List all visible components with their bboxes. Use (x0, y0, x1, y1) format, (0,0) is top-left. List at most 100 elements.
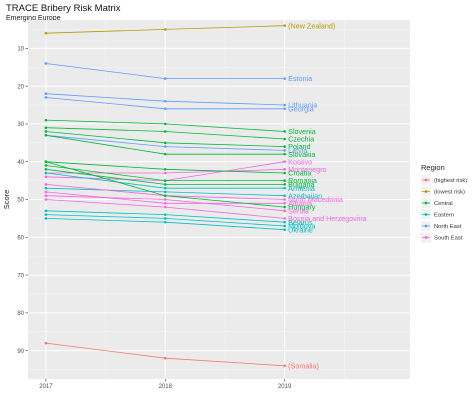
legend-label: Central (434, 201, 453, 207)
data-point (163, 130, 167, 133)
data-point (44, 217, 48, 220)
legend-key-point (424, 190, 428, 193)
data-point (283, 186, 286, 190)
data-point (163, 186, 167, 190)
data-points (44, 24, 286, 368)
data-point (44, 341, 48, 345)
data-point (44, 31, 48, 35)
data-point (163, 152, 167, 156)
data-point (283, 137, 286, 141)
data-point (283, 103, 286, 107)
data-point (163, 183, 167, 186)
series-label: Bosnia and Herzegovina (288, 214, 366, 223)
data-point (163, 107, 167, 111)
series-label: Romania (288, 176, 317, 185)
data-point (163, 122, 167, 126)
y-tick-label: 90 (17, 349, 24, 355)
data-point (283, 171, 286, 175)
legend-key-point (424, 213, 428, 216)
data-point (163, 213, 167, 216)
series-label: Croatia (288, 169, 311, 178)
series-label: Estonia (288, 74, 312, 83)
chart-title: TRACE Bribery Risk Matrix (6, 3, 121, 14)
series-label: Bulgaria (288, 180, 314, 189)
series-label: Slovenia (288, 127, 316, 136)
data-point (283, 217, 286, 220)
series-label: Serbia (288, 206, 309, 215)
legend-title: Region (421, 163, 445, 172)
data-point (44, 171, 48, 175)
data-point (163, 145, 167, 148)
data-point (283, 160, 286, 164)
data-point (44, 183, 48, 186)
y-tick-label: 70 (17, 273, 24, 279)
data-point (163, 141, 167, 145)
data-point (163, 220, 167, 224)
data-point (283, 152, 286, 156)
data-point (44, 213, 48, 216)
series-label: Georgia (288, 104, 314, 113)
legend: Region (highest risk) (lowest risk) Central… (421, 163, 467, 243)
legend-key-point (424, 201, 428, 205)
data-point (163, 201, 167, 205)
legend-key-point (424, 178, 428, 182)
series-label: Lithuania (288, 101, 317, 110)
series-label: (Somalia) (288, 361, 319, 370)
series-label: Hungary (288, 203, 316, 212)
data-point (283, 77, 286, 80)
data-point (44, 92, 48, 95)
data-point (163, 217, 167, 220)
data-point (44, 198, 48, 201)
data-point (163, 198, 167, 201)
data-point (283, 149, 286, 152)
data-point (44, 130, 48, 133)
data-point (283, 220, 286, 224)
series-label: Moldova (288, 222, 315, 231)
data-point (283, 130, 286, 133)
series-label: Latvia (288, 146, 307, 155)
series-label: Azerbaijan (288, 191, 322, 200)
data-point (283, 24, 286, 27)
data-point (163, 205, 167, 209)
data-point (44, 186, 48, 190)
series-label: Belarus (288, 218, 313, 227)
data-point (283, 364, 286, 368)
data-point (283, 198, 286, 201)
series-label: Kosovo (288, 157, 312, 166)
data-point (44, 190, 48, 194)
legend-label: South East (434, 236, 463, 242)
y-tick-label: 50 (17, 198, 24, 204)
series-label: North Macedonia (288, 195, 343, 204)
data-point (44, 164, 48, 167)
data-point (163, 77, 167, 80)
y-tick-label: 30 (17, 122, 24, 128)
data-point (283, 201, 286, 205)
x-tick-label: 2018 (159, 384, 173, 390)
data-point (163, 99, 167, 103)
axes: 10 20 30 40 50 60 70 80 90 2017 2018 2019 (17, 47, 292, 390)
legend-label: North East (434, 224, 462, 230)
data-point (163, 171, 167, 175)
grid-lines (28, 20, 410, 379)
data-point (163, 194, 167, 198)
x-tick-label: 2017 (39, 384, 53, 390)
series-label: Czechia (288, 135, 314, 144)
series-label: Armenia (288, 184, 315, 193)
data-point (283, 107, 286, 111)
chart-subtitle: Emerging Europe (6, 15, 61, 22)
legend-key-point (424, 236, 428, 239)
data-point (283, 224, 286, 228)
data-point (163, 356, 167, 360)
y-tick-label: 20 (17, 84, 24, 90)
data-point (283, 183, 286, 186)
y-tick-label: 80 (17, 311, 24, 317)
series-label: Ukraine (288, 225, 313, 234)
series-label: Albania (288, 199, 312, 208)
data-point (283, 167, 286, 171)
data-point (283, 179, 286, 182)
legend-label: Eastern (434, 213, 454, 219)
series-label: Slovakia (288, 150, 315, 159)
